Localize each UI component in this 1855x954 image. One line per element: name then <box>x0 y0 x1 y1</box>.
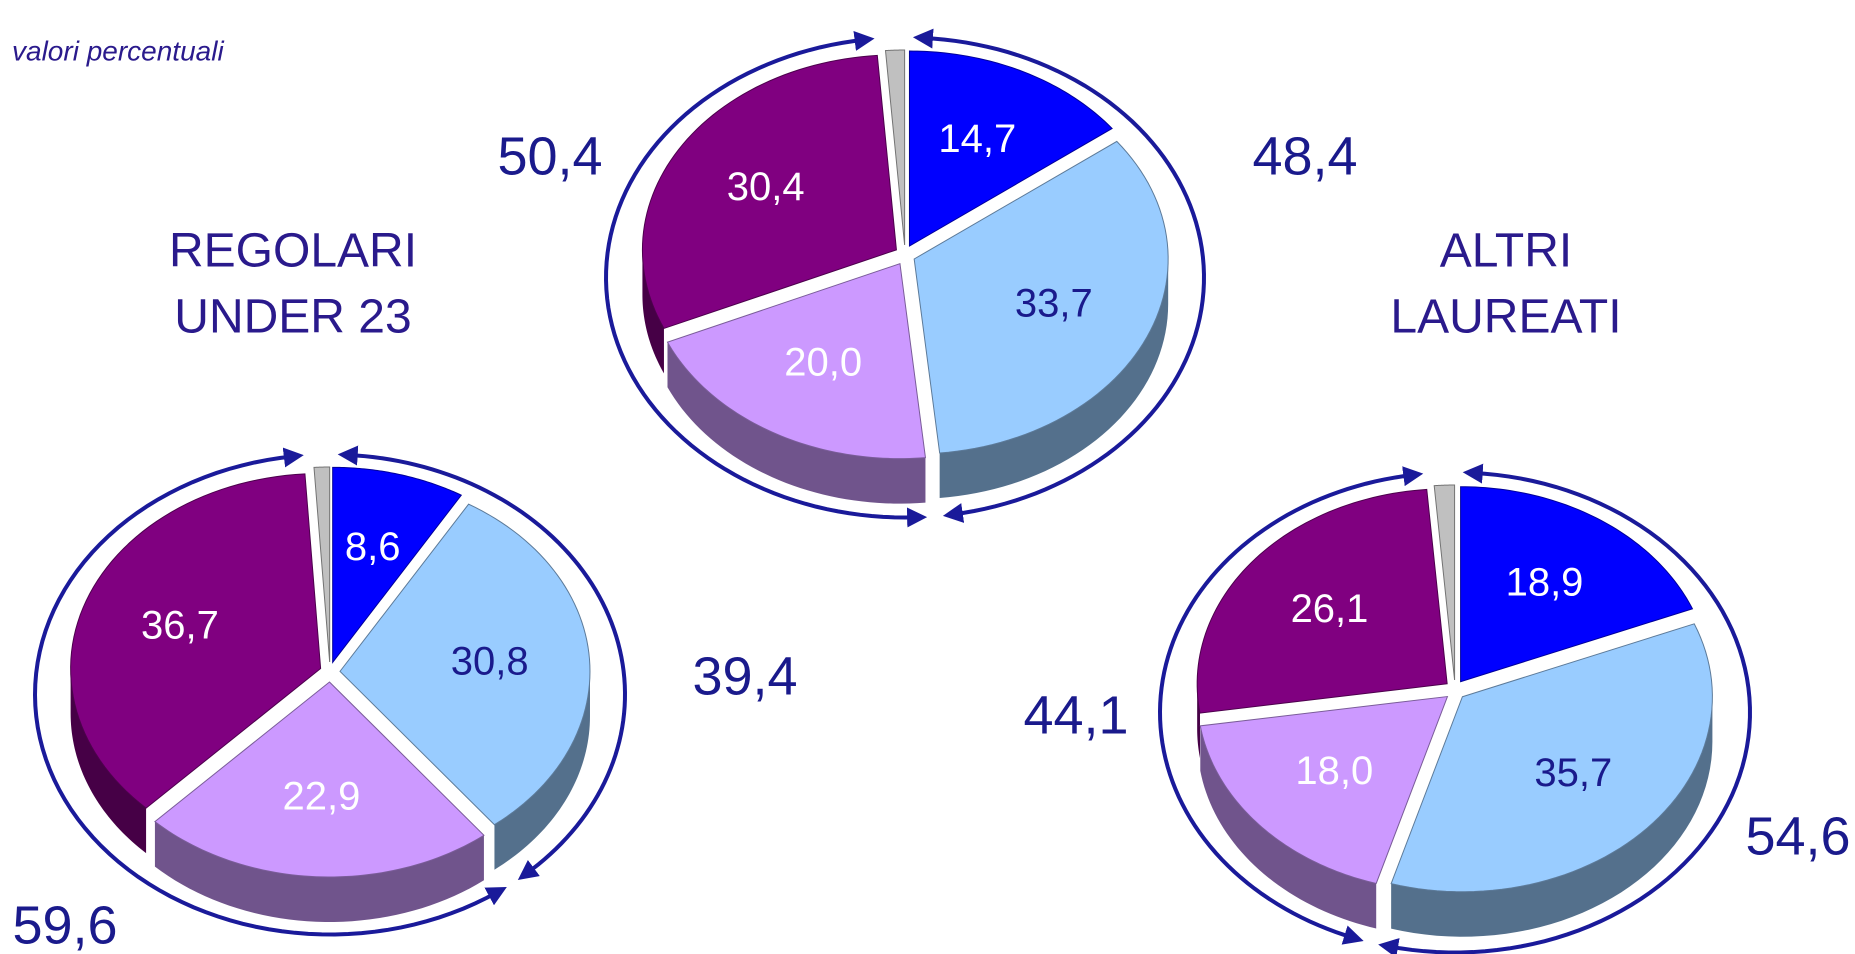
pie-slice <box>641 54 897 330</box>
group-arrow <box>912 28 1206 523</box>
slice-label: 35,7 <box>1534 751 1612 795</box>
group-arrow <box>32 447 507 937</box>
group-total: 54,6 <box>1745 806 1850 866</box>
chart-title: LAUREATI <box>1390 291 1621 344</box>
slice-label: 18,0 <box>1295 749 1373 793</box>
group-total: 48,4 <box>1252 126 1357 186</box>
slice-side <box>1391 696 1713 937</box>
pie-slice <box>70 473 322 809</box>
slice-label: 33,7 <box>1015 281 1093 325</box>
slice-label: 26,1 <box>1291 587 1369 631</box>
group-arrow <box>1157 466 1424 945</box>
slice-label: 18,9 <box>1506 560 1584 604</box>
slice-label: 30,8 <box>451 640 529 684</box>
chart-title: REGOLARI <box>169 225 417 278</box>
group-arrow <box>604 31 928 528</box>
pie-slice <box>913 140 1169 454</box>
group-total: 50,4 <box>497 126 602 186</box>
slice-label: 30,4 <box>727 165 805 209</box>
slice-side <box>642 249 664 374</box>
group-total: 44,1 <box>1023 685 1128 745</box>
slice-label: 22,9 <box>283 774 361 818</box>
slice-label: 20,0 <box>784 340 862 384</box>
slice-label: 14,7 <box>938 117 1016 161</box>
group-total: 59,6 <box>12 895 117 954</box>
slice-label: 8,6 <box>345 525 401 569</box>
slice-side <box>70 668 147 854</box>
group-arrow <box>1378 463 1752 954</box>
subtitle: valori percentuali <box>12 35 224 66</box>
slice-side <box>1200 725 1377 929</box>
chart-title: UNDER 23 <box>174 291 411 344</box>
slice-label: 36,7 <box>141 603 219 647</box>
chart-title: ALTRI <box>1440 225 1572 278</box>
pie-slice <box>1460 486 1694 683</box>
group-total: 39,4 <box>692 646 797 706</box>
